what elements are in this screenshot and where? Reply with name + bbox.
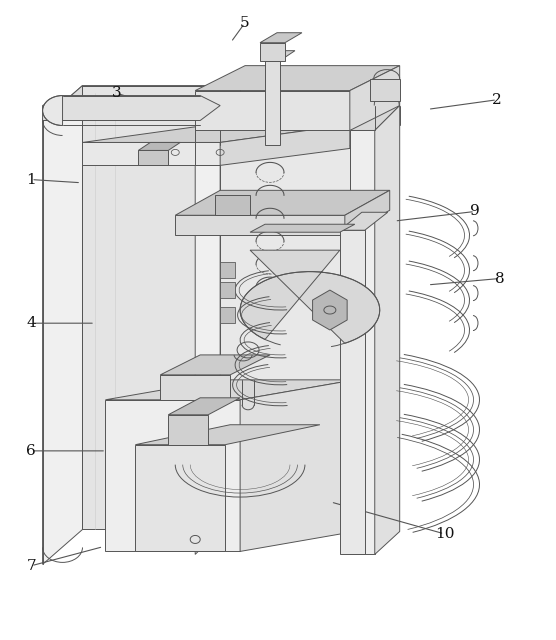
Text: 4: 4 <box>26 316 36 330</box>
Polygon shape <box>345 190 390 236</box>
Text: 2: 2 <box>492 93 502 107</box>
Polygon shape <box>175 215 345 236</box>
Polygon shape <box>195 145 220 554</box>
Polygon shape <box>240 250 380 343</box>
Polygon shape <box>175 190 390 215</box>
Text: 6: 6 <box>26 444 36 458</box>
Polygon shape <box>82 143 220 165</box>
Polygon shape <box>82 86 240 529</box>
Polygon shape <box>43 95 220 120</box>
Polygon shape <box>240 380 355 552</box>
Polygon shape <box>135 445 225 552</box>
Polygon shape <box>312 290 347 330</box>
Polygon shape <box>43 86 82 564</box>
Text: 10: 10 <box>435 527 454 541</box>
Polygon shape <box>250 224 355 232</box>
Polygon shape <box>160 355 270 375</box>
Polygon shape <box>220 282 235 298</box>
Polygon shape <box>195 91 350 131</box>
Text: 3: 3 <box>112 86 122 100</box>
Polygon shape <box>43 86 240 120</box>
Polygon shape <box>350 131 375 554</box>
Polygon shape <box>135 425 320 445</box>
Text: 9: 9 <box>470 204 480 218</box>
Polygon shape <box>220 125 350 165</box>
Polygon shape <box>195 66 400 91</box>
Polygon shape <box>350 66 400 131</box>
Polygon shape <box>215 195 250 215</box>
Polygon shape <box>375 106 400 554</box>
Text: 7: 7 <box>26 559 36 573</box>
Polygon shape <box>370 79 400 100</box>
Polygon shape <box>265 51 295 61</box>
Polygon shape <box>350 106 400 131</box>
Polygon shape <box>265 61 280 145</box>
Polygon shape <box>220 145 350 529</box>
Polygon shape <box>260 43 285 61</box>
Polygon shape <box>106 400 240 552</box>
Polygon shape <box>220 262 235 278</box>
Polygon shape <box>160 375 230 400</box>
Polygon shape <box>138 143 180 150</box>
Polygon shape <box>43 95 62 125</box>
Polygon shape <box>168 415 208 445</box>
Text: 1: 1 <box>26 173 36 186</box>
Polygon shape <box>220 307 235 323</box>
Text: 8: 8 <box>495 271 505 285</box>
Polygon shape <box>138 150 168 165</box>
Text: 5: 5 <box>240 16 250 30</box>
Polygon shape <box>340 230 365 554</box>
Polygon shape <box>340 212 388 230</box>
Polygon shape <box>260 33 302 43</box>
Polygon shape <box>168 398 240 415</box>
Polygon shape <box>106 380 355 400</box>
Polygon shape <box>82 125 350 143</box>
Polygon shape <box>195 145 350 165</box>
